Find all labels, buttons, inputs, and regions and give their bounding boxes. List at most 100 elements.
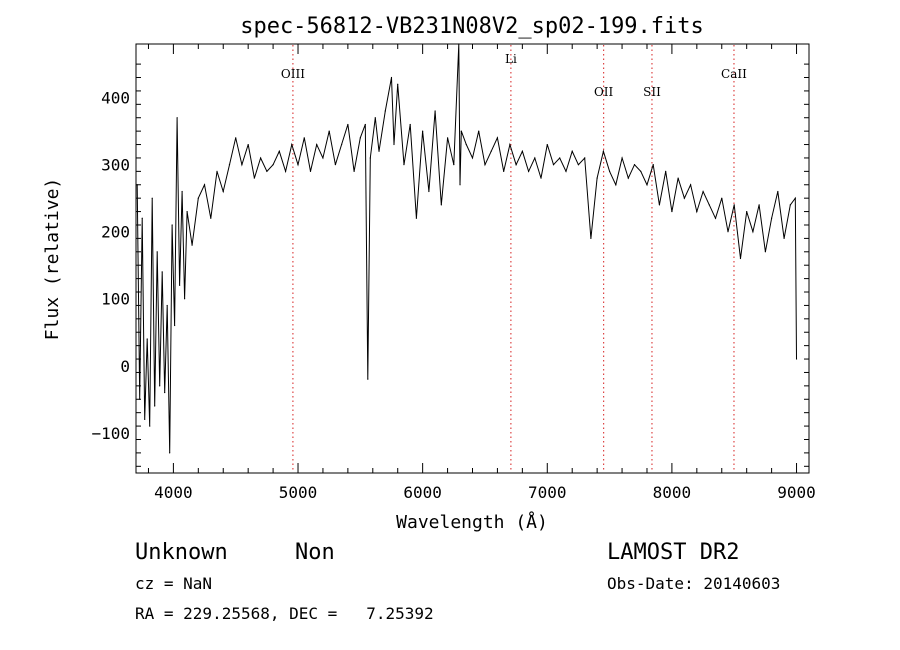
data-point xyxy=(702,190,704,193)
y-tick-label: 300 xyxy=(101,156,130,175)
data-point xyxy=(253,177,255,179)
data-point xyxy=(367,378,369,380)
data-point xyxy=(690,184,692,186)
data-point xyxy=(509,143,511,146)
data-point xyxy=(652,164,654,166)
x-tick-label: 5000 xyxy=(279,483,318,502)
x-tick-label: 7000 xyxy=(528,483,567,502)
data-point xyxy=(260,157,262,159)
data-point xyxy=(428,190,430,193)
data-point xyxy=(191,244,193,246)
data-point xyxy=(727,231,729,233)
marker-label-oii: OII xyxy=(594,85,614,99)
data-point xyxy=(378,150,380,152)
data-point xyxy=(577,164,580,166)
data-point xyxy=(758,204,760,206)
data-point xyxy=(746,210,748,213)
data-point xyxy=(210,217,212,219)
data-point xyxy=(658,204,661,206)
data-point xyxy=(565,170,567,172)
data-point xyxy=(708,204,710,206)
data-point xyxy=(677,177,679,179)
data-point xyxy=(471,157,474,159)
y-tick-label: 100 xyxy=(101,290,130,309)
y-tick-label: 400 xyxy=(101,89,130,108)
data-point xyxy=(584,157,586,159)
data-point xyxy=(671,210,673,213)
object-subclass: Non xyxy=(295,540,335,565)
plot-frame xyxy=(135,43,810,474)
data-point xyxy=(540,177,542,179)
x-tick-label: 4000 xyxy=(154,483,193,502)
data-point xyxy=(278,150,280,152)
data-point xyxy=(241,164,243,166)
data-point xyxy=(478,130,480,132)
data-point xyxy=(154,405,156,407)
data-point xyxy=(203,184,206,186)
redshift-value: cz = NaN xyxy=(135,574,213,593)
data-point xyxy=(322,157,324,159)
marker-label-sii: SII xyxy=(643,85,661,99)
data-point xyxy=(222,190,224,193)
data-point xyxy=(752,231,754,233)
data-point xyxy=(434,110,436,112)
data-point xyxy=(783,237,785,239)
data-point xyxy=(496,137,499,139)
data-point xyxy=(144,418,146,420)
data-point xyxy=(484,164,486,166)
data-point xyxy=(527,170,530,172)
data-point xyxy=(503,170,505,172)
data-point xyxy=(546,143,548,146)
data-point xyxy=(665,170,667,172)
y-tick-label: 0 xyxy=(120,357,130,376)
line-markers: OIII Li OII SII CaII xyxy=(281,45,747,472)
data-point xyxy=(640,170,642,172)
chart-title: spec-56812-VB231N08V2_sp02-199.fits xyxy=(240,14,704,39)
data-point xyxy=(272,164,274,166)
data-point xyxy=(186,210,188,213)
data-point xyxy=(596,177,598,179)
data-point xyxy=(777,190,779,193)
data-point xyxy=(453,164,455,166)
marker-label-oiii: OIII xyxy=(281,67,305,81)
x-tick-label: 9000 xyxy=(777,483,816,502)
data-point xyxy=(403,164,405,166)
data-point xyxy=(714,217,717,219)
data-point xyxy=(409,123,411,126)
data-point xyxy=(415,217,418,219)
data-point xyxy=(151,197,153,199)
y-tick-label: 200 xyxy=(101,223,130,242)
data-point xyxy=(621,157,623,159)
x-axis-label: Wavelength (Å) xyxy=(396,511,548,533)
data-point xyxy=(169,452,171,454)
marker-label-caii: CaII xyxy=(721,67,747,81)
data-point xyxy=(181,190,183,193)
data-point xyxy=(164,391,166,394)
data-point xyxy=(602,150,604,152)
data-point xyxy=(174,324,176,327)
data-point xyxy=(291,143,293,146)
data-point xyxy=(721,197,723,199)
data-point xyxy=(309,170,312,172)
x-axis: 4000 5000 6000 7000 8000 9000 xyxy=(147,44,816,502)
data-point xyxy=(166,304,168,307)
x-tick-label: 6000 xyxy=(403,483,442,502)
data-point xyxy=(490,150,492,152)
data-point xyxy=(440,204,442,206)
data-point xyxy=(303,137,305,139)
data-point xyxy=(179,284,181,286)
data-point xyxy=(794,197,796,199)
data-point xyxy=(184,298,186,300)
data-point xyxy=(384,110,386,112)
data-point xyxy=(771,217,773,219)
data-point xyxy=(733,204,735,206)
data-point xyxy=(521,150,523,152)
data-point xyxy=(446,137,449,139)
data-point xyxy=(347,123,349,126)
data-point xyxy=(696,210,698,213)
data-point xyxy=(795,358,798,360)
data-point xyxy=(422,130,424,132)
data-point xyxy=(683,197,685,199)
data-point xyxy=(633,164,636,166)
